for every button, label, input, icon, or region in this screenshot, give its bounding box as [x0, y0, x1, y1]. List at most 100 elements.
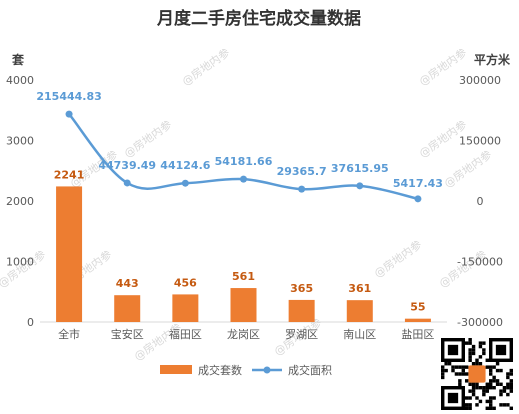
qr-module [502, 403, 507, 407]
qr-module [468, 382, 472, 386]
qr-module [478, 399, 483, 404]
right-tick-label: 0 [477, 195, 484, 208]
bar-value-label: 2241 [54, 168, 85, 181]
qr-module [468, 355, 472, 359]
qr-module [509, 386, 513, 390]
qr-module [468, 389, 472, 393]
qr-module [509, 368, 513, 373]
qr-module [509, 406, 513, 410]
qr-module [475, 362, 479, 366]
category-label: 宝安区 [111, 327, 144, 341]
qr-module [478, 355, 483, 359]
left-tick-label: 1000 [6, 256, 34, 269]
qr-module [475, 358, 479, 362]
qr-module [465, 379, 469, 383]
bar-value-label: 456 [174, 276, 197, 289]
qr-module [465, 396, 469, 400]
qr-module [489, 382, 493, 386]
qr-module [451, 365, 455, 369]
bar-value-label: 561 [232, 270, 255, 283]
qr-module [485, 365, 489, 369]
qr-module [468, 396, 472, 400]
line-point [298, 185, 306, 193]
qr-module [495, 362, 500, 366]
bar [56, 186, 83, 322]
line-point [356, 182, 364, 190]
qr-module [471, 344, 476, 349]
qr-module [489, 368, 493, 373]
qr-module [458, 379, 462, 383]
legend-label-line: 成交面积 [288, 363, 332, 377]
bar-value-label: 365 [290, 282, 313, 295]
bar-value-label: 361 [348, 282, 371, 295]
watermark-text: @房地内参 [121, 117, 174, 160]
qr-module [506, 392, 510, 397]
qr-module [444, 368, 448, 373]
qr-module [499, 382, 503, 386]
qr-module [482, 348, 486, 352]
qr-module [489, 386, 493, 390]
qr-module [475, 382, 479, 386]
qr-module [482, 351, 486, 356]
qr-module [495, 379, 500, 383]
bar-value-label: 443 [116, 277, 139, 290]
qr-module [475, 386, 479, 390]
line-point [65, 110, 73, 118]
qr-module [502, 386, 507, 390]
qr-logo [468, 365, 486, 383]
axes: 0 1000 2000 3000 4000 -300000 -150000 0 150000 30… [6, 74, 503, 341]
qr-module [475, 396, 479, 400]
qr-module [489, 396, 493, 400]
qr-module [465, 403, 469, 407]
category-label: 南山区 [343, 328, 376, 341]
qr-module [485, 406, 489, 410]
qr-module [478, 344, 483, 349]
qr-module [509, 389, 513, 393]
qr-module [458, 372, 462, 376]
line-point [181, 179, 189, 187]
right-tick-label: -150000 [457, 256, 503, 269]
line-point [240, 175, 247, 183]
qr-module [492, 396, 496, 400]
qr-module [465, 341, 469, 345]
watermark-text: @房地内参 [371, 237, 424, 280]
qr-module [489, 399, 493, 404]
bar [114, 295, 141, 322]
left-tick-label: 3000 [6, 135, 34, 148]
legend-marker-line [263, 366, 271, 374]
qr-module [454, 372, 459, 376]
line-value-label: 44124.6 [160, 159, 210, 172]
qr-module [489, 379, 493, 383]
left-tick-label: 0 [27, 316, 34, 329]
qr-module [441, 375, 445, 380]
qr-module [482, 389, 486, 393]
category-label: 罗湖区 [285, 328, 318, 341]
qr-module [499, 368, 503, 373]
qr-module [485, 382, 489, 386]
qr-module [495, 382, 500, 386]
qr-module [468, 403, 472, 407]
qr-module [441, 365, 445, 369]
qr-module [468, 406, 472, 410]
qr-module [509, 379, 513, 383]
qr-module [458, 365, 462, 369]
legend-swatch-bar [160, 365, 192, 374]
line-point [414, 195, 422, 203]
qr-module [465, 372, 469, 376]
bar [404, 318, 431, 322]
qr-module [506, 382, 510, 386]
qr-module [461, 365, 465, 369]
watermark-text: @房地内参 [179, 45, 232, 88]
qr-module [506, 403, 510, 407]
qr-module [492, 375, 496, 380]
qr-module [447, 362, 452, 366]
qr-module [482, 392, 486, 397]
qr-module [441, 368, 445, 373]
qr-module [471, 362, 476, 366]
left-tick-label: 2000 [6, 195, 34, 208]
watermark-text: @房地内参 [0, 247, 48, 290]
bar [172, 294, 199, 322]
qr-module [471, 348, 476, 352]
